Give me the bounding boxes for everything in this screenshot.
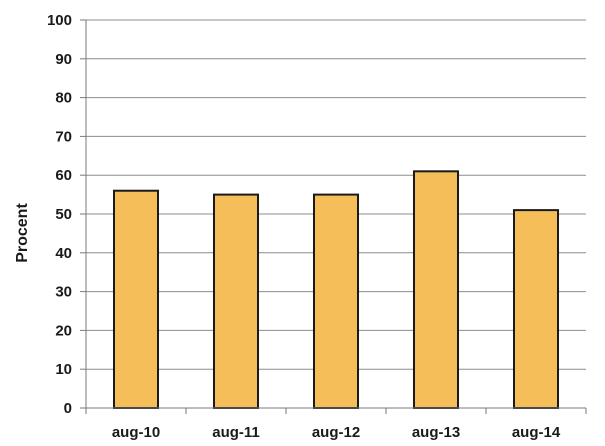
y-tick-label: 80	[55, 90, 72, 107]
y-tick-labels: 0 10 20 30 40 50 60 70 80 90 100	[47, 12, 72, 417]
axes	[85, 20, 586, 409]
y-tick-label: 40	[55, 245, 72, 262]
y-axis-title: Procent	[14, 203, 31, 263]
bar-aug-14	[513, 209, 559, 409]
y-tick-label: 50	[55, 206, 72, 223]
bar-aug-12	[313, 193, 359, 409]
y-tick-label: 10	[55, 361, 72, 378]
y-tick-label: 30	[55, 284, 72, 301]
x-tick-label: aug-12	[312, 424, 360, 441]
x-tick-label: aug-14	[512, 424, 561, 441]
x-tick-label: aug-13	[412, 424, 460, 441]
bar-aug-11	[213, 193, 259, 409]
y-tick-label: 20	[55, 322, 72, 339]
x-tick-label: aug-10	[112, 424, 160, 441]
y-tick-label: 90	[55, 51, 72, 68]
y-tick-label: 100	[47, 12, 72, 29]
bar-aug-13	[413, 170, 459, 409]
y-tick-label: 70	[55, 128, 72, 145]
y-tick-label: 0	[64, 400, 72, 417]
x-tick-label: aug-11	[212, 424, 260, 441]
x-tick-labels: aug-10 aug-11 aug-12 aug-13 aug-14	[112, 424, 561, 441]
y-tick-label: 60	[55, 167, 72, 184]
bar-aug-10	[113, 189, 159, 409]
bars	[113, 170, 559, 409]
